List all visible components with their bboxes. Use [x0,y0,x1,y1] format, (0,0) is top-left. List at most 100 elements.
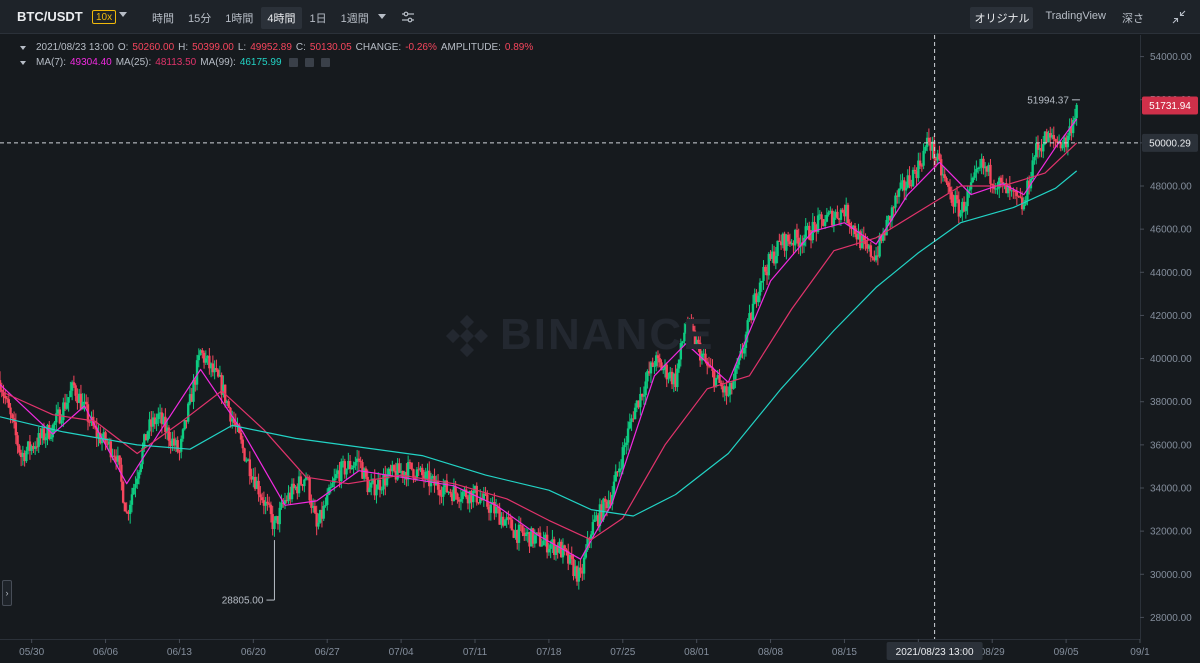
candle [417,462,420,477]
candle-body [528,532,531,547]
candle-body [195,360,199,385]
interval-1d[interactable]: 1日 [309,13,327,25]
candle [276,515,280,530]
candle [572,554,575,581]
candle [241,435,244,454]
candle [873,250,876,262]
candle-body [581,570,584,574]
hide-indicator-icon[interactable] [288,58,298,67]
candle [938,145,941,161]
candle-body [362,468,366,479]
tab-original[interactable]: オリジナル [970,7,1034,29]
candle-body [793,229,797,246]
open-value: 50260.00 [132,42,175,53]
y-tick-label: 32000.00 [1150,527,1192,538]
candle [63,393,67,412]
candle [1031,153,1034,180]
y-tick-label: 28000.00 [1150,613,1192,624]
candle-body [647,371,651,374]
candle-body [280,502,283,508]
candle-body [690,320,693,326]
candle-body [880,235,883,241]
candle-body [422,475,426,480]
candle-body [813,221,816,225]
tab-tradingview[interactable]: TradingView [1045,10,1106,22]
candle-body [257,480,260,495]
candle [713,369,716,393]
candle [644,372,647,405]
candle-body [97,432,100,438]
interval-1w[interactable]: 1週間 [340,13,369,25]
candle-body [213,367,216,373]
candle [795,223,799,244]
candle-body [403,471,406,477]
candle [507,510,510,525]
candle-body [874,255,878,261]
indicator-settings-icon[interactable] [401,10,415,24]
interval-15m[interactable]: 15分 [188,13,212,25]
candle [334,468,338,481]
x-tick-label: 06/27 [315,647,340,658]
candle-body [292,483,295,489]
collapse-caret-icon[interactable] [20,60,26,65]
candle-body [503,520,507,526]
candle [697,334,700,353]
collapse-icon[interactable] [1172,10,1186,24]
candle-body [248,459,252,477]
view-tabs: オリジナル TradingView 深さ [970,7,1148,29]
more-intervals-icon[interactable] [378,14,386,19]
candle-body [1075,104,1078,118]
candle-body [883,232,887,236]
candle-body [127,511,130,514]
candle-body [568,554,572,564]
collapse-caret-icon[interactable] [20,45,26,50]
remove-indicator-icon[interactable] [320,58,330,67]
candle [114,449,118,470]
candle [116,446,120,469]
candle-body [341,461,345,463]
candle [352,461,355,474]
chevron-down-icon[interactable] [119,12,127,17]
candle-body [655,355,658,366]
candlestick-chart[interactable]: 28000.00 30000.00 32000.00 34000.00 36000.00… [0,35,1200,663]
candle [76,388,79,410]
candle [755,289,758,308]
candle [976,166,980,174]
candle-body [589,534,593,540]
candle [130,487,134,513]
candle [918,152,922,169]
candle [14,413,18,445]
candle-body [398,463,401,473]
candle-body [456,493,459,500]
candle-body [157,413,160,420]
interval-time[interactable]: 時間 [152,13,174,25]
candle [245,457,248,463]
candle-body [676,368,679,388]
candle-body [574,566,577,577]
candle [936,149,939,165]
candle-body [236,424,239,427]
symbol-label[interactable]: BTC/USDT [17,9,83,24]
candle-body [294,486,297,489]
candle-body [820,214,823,220]
interval-4h[interactable]: 4時間 [261,7,302,29]
candle [136,469,139,490]
candle [255,476,259,490]
candle [725,381,728,405]
candle-body [167,427,171,441]
settings-indicator-icon[interactable] [304,58,314,67]
ma25-value: 48113.50 [155,57,197,68]
candle-body [340,461,343,482]
candle-body [83,401,86,403]
candle-body [704,353,707,362]
candle-body [493,502,496,514]
candle-body [713,370,716,387]
candle-body [245,460,248,462]
candle-body [767,253,770,276]
expand-axis-handle[interactable]: › [2,580,12,606]
interval-1h[interactable]: 1時間 [225,13,254,25]
tab-depth[interactable]: 深さ [1122,13,1144,25]
candle-body [384,474,387,486]
candle-body [303,479,306,487]
candle-body [920,165,924,167]
